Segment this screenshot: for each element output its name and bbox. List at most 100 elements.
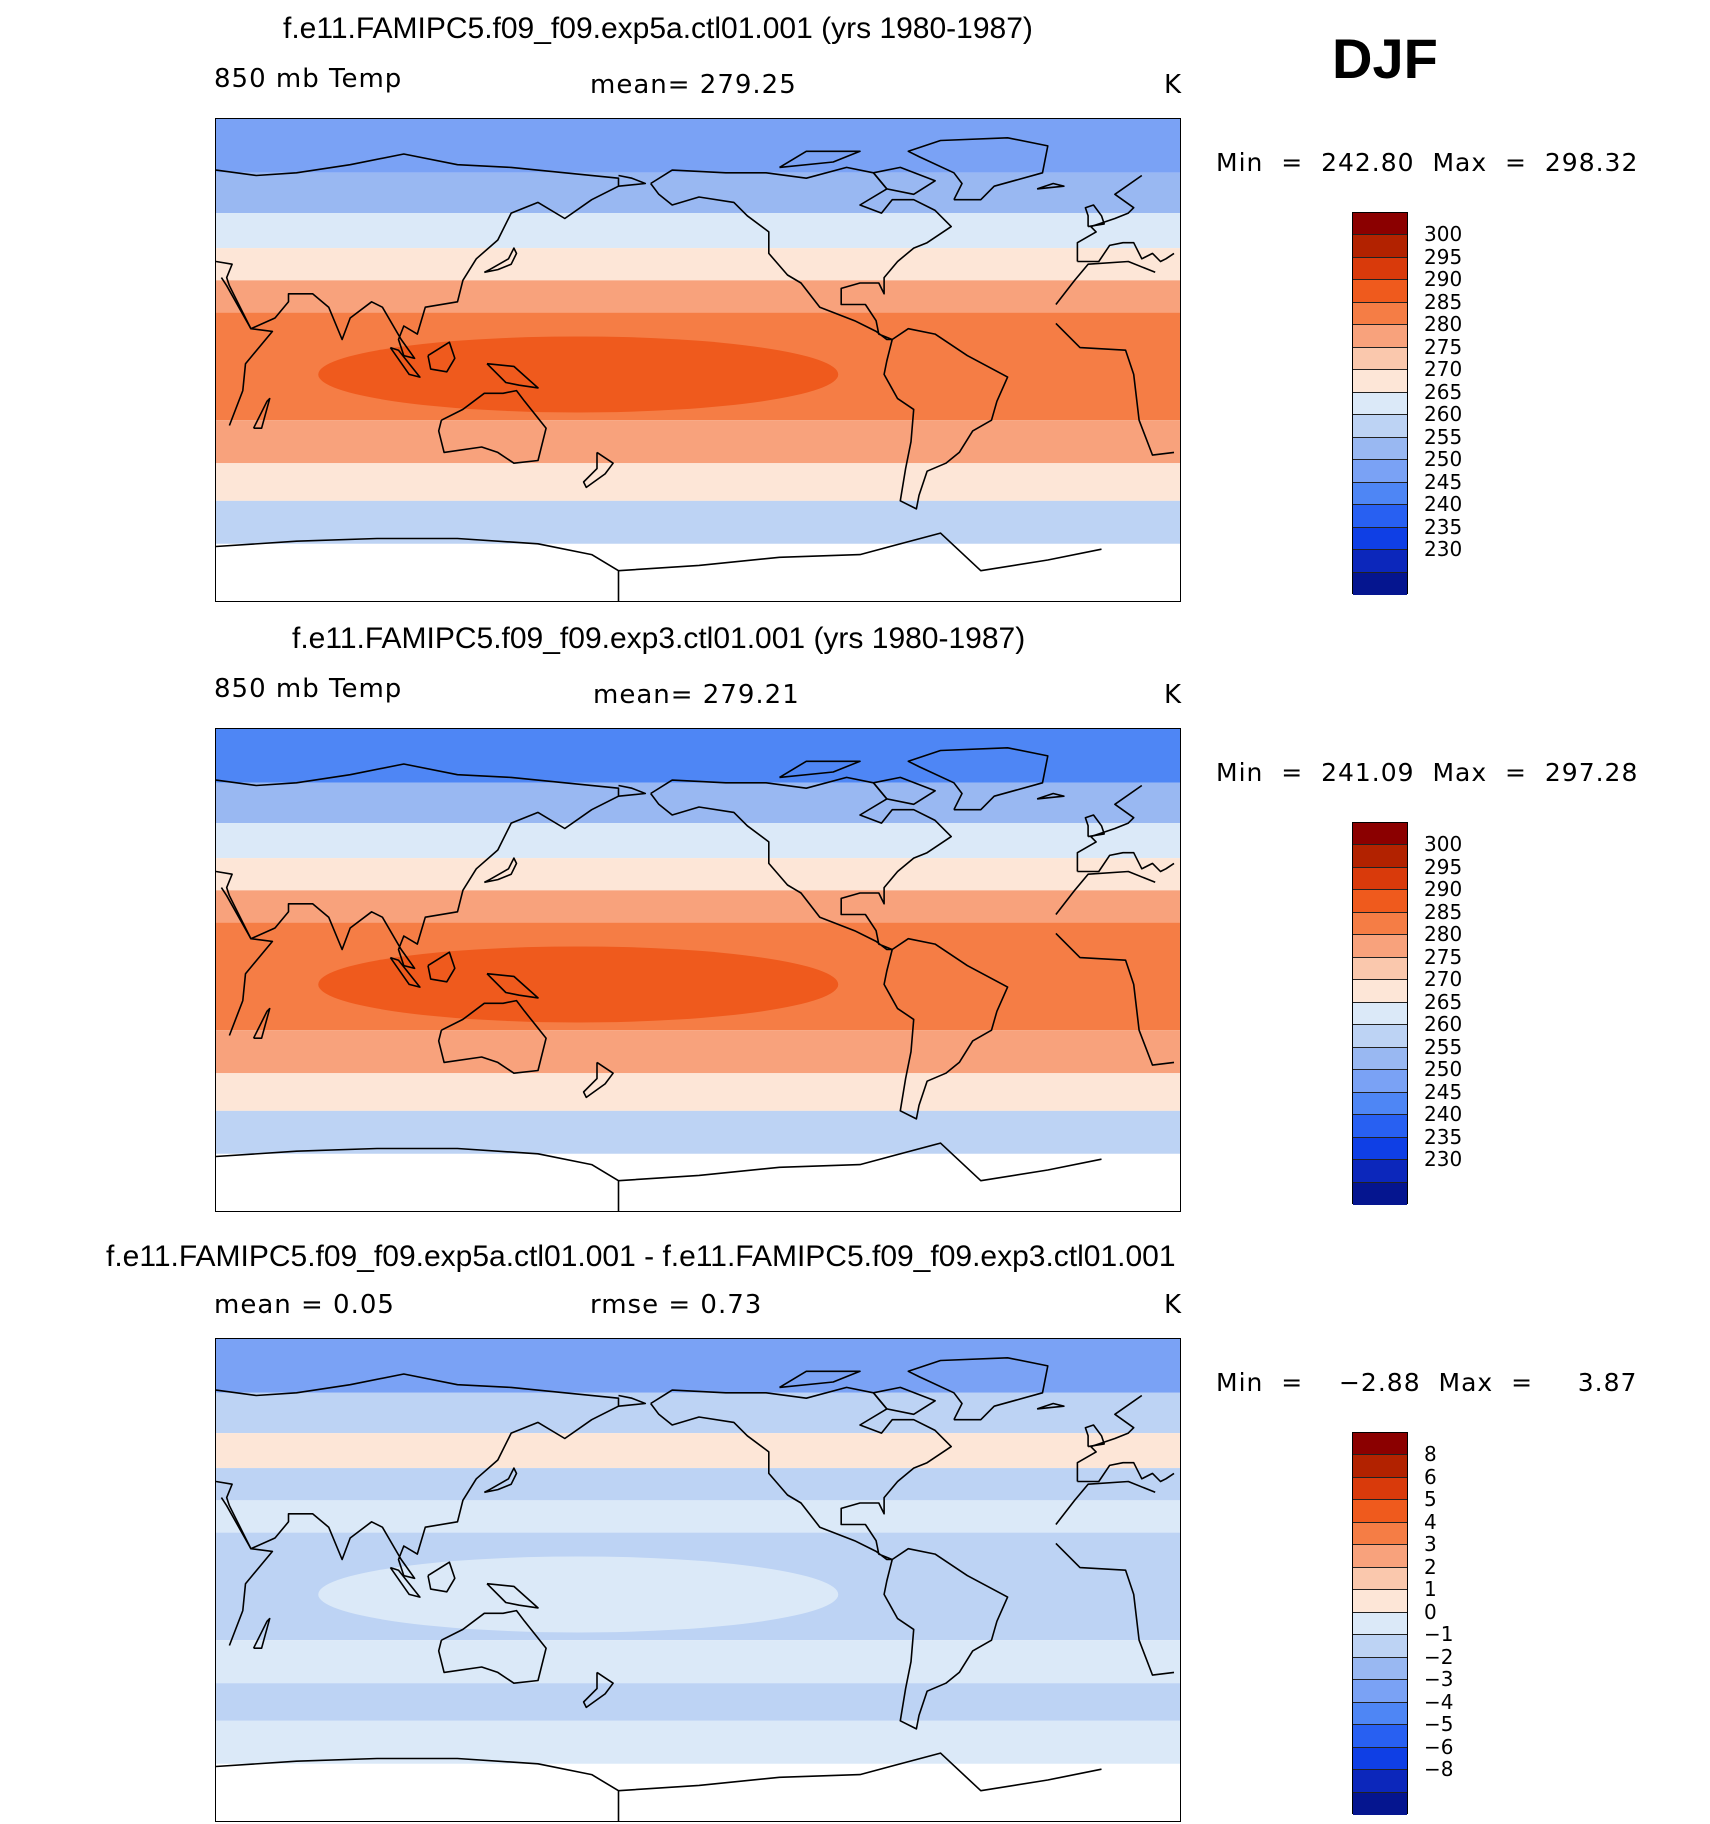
colorbar-swatch	[1353, 1567, 1407, 1591]
colorbar-tick-label: 235	[1424, 1124, 1463, 1149]
coastline-uk	[1084, 1424, 1105, 1448]
coastline-antarctica	[216, 1752, 1102, 1821]
colorbar-swatch	[1353, 867, 1407, 891]
colorbar-tick-label: 290	[1424, 267, 1463, 292]
units-label: K	[1164, 70, 1183, 100]
colorbar-swatch	[1353, 572, 1407, 595]
map-plot	[215, 118, 1181, 602]
colorbar-swatch	[1353, 213, 1407, 236]
colorbar-swatch	[1353, 527, 1407, 551]
coastline-borneo	[427, 1561, 456, 1593]
colorbar-swatch	[1353, 1702, 1407, 1726]
coastline-arctic_islands	[779, 1370, 861, 1389]
coastline-japan	[483, 857, 518, 884]
colorbar-swatch	[1353, 235, 1407, 258]
coastline-new_guinea	[486, 1582, 539, 1609]
coastline-new_zealand	[582, 1671, 614, 1709]
coastline-eurasia	[216, 763, 1175, 970]
coastline-south_america	[883, 1547, 1009, 1730]
colorbar-tick-label: 280	[1424, 922, 1463, 947]
colorbar-tick-label: 240	[1424, 492, 1463, 517]
map-plot	[215, 728, 1181, 1212]
field-band-subtropics	[216, 280, 1180, 313]
coastline-arctic_islands	[779, 760, 861, 779]
colorbar-swatch	[1353, 1115, 1407, 1138]
coastline-madagascar	[252, 1007, 271, 1039]
colorbar	[1352, 212, 1408, 595]
coastline-new_guinea	[486, 362, 539, 389]
panel-difference: f.e11.FAMIPC5.f09_f09.exp5a.ctl01.001 - …	[0, 1220, 1710, 1822]
colorbar-swatch	[1353, 415, 1407, 438]
colorbar-tick-label: −6	[1424, 1734, 1454, 1759]
colorbar-swatch	[1353, 302, 1407, 326]
coastline-siberia_east	[618, 1394, 647, 1407]
coastline-antarctica	[216, 1142, 1102, 1211]
coastline-iceland	[1036, 182, 1065, 190]
colorbar-tick-label: −8	[1424, 1757, 1454, 1782]
map-canvas	[216, 1339, 1180, 1821]
panel-title: f.e11.FAMIPC5.f09_f09.exp5a.ctl01.001 - …	[106, 1240, 1176, 1273]
map-canvas	[216, 729, 1180, 1211]
colorbar-swatch	[1353, 1770, 1407, 1793]
colorbar-swatch	[1353, 505, 1407, 528]
colorbar-swatch	[1353, 482, 1407, 506]
field-band-subtropics	[216, 1500, 1180, 1533]
colorbar-tick-label: −2	[1424, 1644, 1454, 1669]
colorbar-swatch	[1353, 437, 1407, 461]
colorbar-tick-label: 295	[1424, 854, 1463, 879]
field-band-south_mid	[216, 1640, 1180, 1684]
field-band-north_high	[216, 172, 1180, 214]
colorbar-swatch	[1353, 1657, 1407, 1681]
field-band-north_low	[216, 248, 1180, 281]
colorbar-tick-label: 245	[1424, 1079, 1463, 1104]
field-band-arctic	[216, 119, 1180, 173]
coastline-siberia_east	[618, 784, 647, 797]
colorbar-tick-label: 285	[1424, 289, 1463, 314]
colorbar-tick-label: 240	[1424, 1102, 1463, 1127]
colorbar-tick-label: −3	[1424, 1667, 1454, 1692]
colorbar-tick-label: 265	[1424, 989, 1463, 1014]
units-label: K	[1164, 1290, 1183, 1320]
masked-region	[216, 543, 1180, 601]
coastline-sumatra	[389, 346, 421, 378]
colorbar-swatch	[1353, 392, 1407, 416]
colorbar-swatch	[1353, 1160, 1407, 1183]
variable-label: 850 mb Temp	[214, 674, 403, 704]
colorbar-tick-label: 4	[1424, 1509, 1437, 1534]
colorbar-swatch	[1353, 980, 1407, 1003]
field-band-arctic	[216, 729, 1180, 783]
colorbar-swatch	[1353, 257, 1407, 281]
colorbar-tick-label: 295	[1424, 244, 1463, 269]
coastline-baffin	[872, 776, 936, 806]
colorbar-tick-label: 250	[1424, 1057, 1463, 1082]
colorbar-tick-label: 270	[1424, 967, 1463, 992]
colorbar-swatch	[1353, 347, 1407, 371]
coastline-africa	[220, 1480, 1175, 1676]
masked-region	[216, 1153, 1180, 1211]
coastline-new_zealand	[582, 1061, 614, 1099]
coastline-sumatra	[389, 1566, 421, 1598]
colorbar-tick-label: 260	[1424, 402, 1463, 427]
coastline-japan	[483, 1467, 518, 1494]
colorbar-swatch	[1353, 1545, 1407, 1568]
min-max-label: Min = −2.88 Max = 3.87	[1216, 1368, 1638, 1397]
panel-exp3: f.e11.FAMIPC5.f09_f09.exp3.ctl01.001 (yr…	[0, 610, 1710, 1212]
mean-label: mean= 279.25	[590, 70, 797, 100]
field-band-north_mid	[216, 823, 1180, 859]
field-band-north_high	[216, 782, 1180, 824]
coastline-greenland	[907, 1357, 1049, 1421]
season-label: DJF	[1332, 27, 1438, 90]
colorbar-tick-label: 255	[1424, 1034, 1463, 1059]
colorbar-swatch	[1353, 1137, 1407, 1161]
colorbar-swatch	[1353, 1725, 1407, 1748]
colorbar-tick-label: 235	[1424, 514, 1463, 539]
colorbar-tick-label: 3	[1424, 1532, 1437, 1557]
coastline-uk	[1084, 204, 1105, 228]
coastline-baffin	[872, 1386, 936, 1416]
colorbar-tick-label: 2	[1424, 1554, 1437, 1579]
colorbar-tick-label: −4	[1424, 1689, 1454, 1714]
field-band-north_low	[216, 858, 1180, 891]
field-band-north_mid	[216, 213, 1180, 249]
panel-title: f.e11.FAMIPC5.f09_f09.exp5a.ctl01.001 (y…	[283, 12, 1033, 45]
colorbar-swatch	[1353, 1182, 1407, 1205]
